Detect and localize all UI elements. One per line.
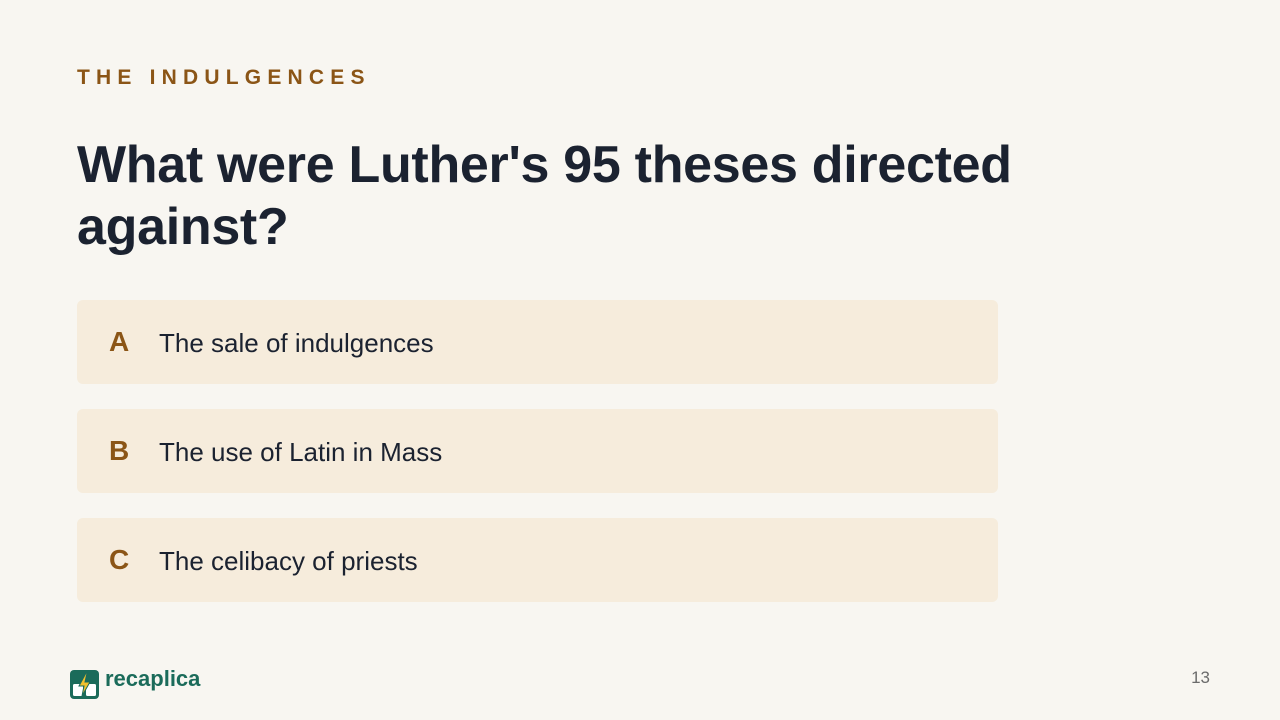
answer-option-c[interactable]: C The celibacy of priests [77,518,998,602]
section-eyebrow: THE INDULGENCES [77,66,371,89]
option-letter: A [109,326,130,357]
option-letter: C [109,544,130,575]
answer-option-a[interactable]: A The sale of indulgences [77,300,998,384]
lightning-card-icon [70,670,99,699]
option-text: The celibacy of priests [159,546,418,576]
brand-name: recaplica [105,666,201,691]
option-text: The sale of indulgences [159,328,434,358]
answer-option-b[interactable]: B The use of Latin in Mass [77,409,998,493]
option-letter: B [109,435,130,466]
answer-options: A The sale of indulgences B The use of L… [77,300,998,627]
page-number: 13 [1191,668,1210,687]
option-text: The use of Latin in Mass [159,437,443,467]
question-title: What were Luther's 95 theses directed ag… [77,136,1012,256]
